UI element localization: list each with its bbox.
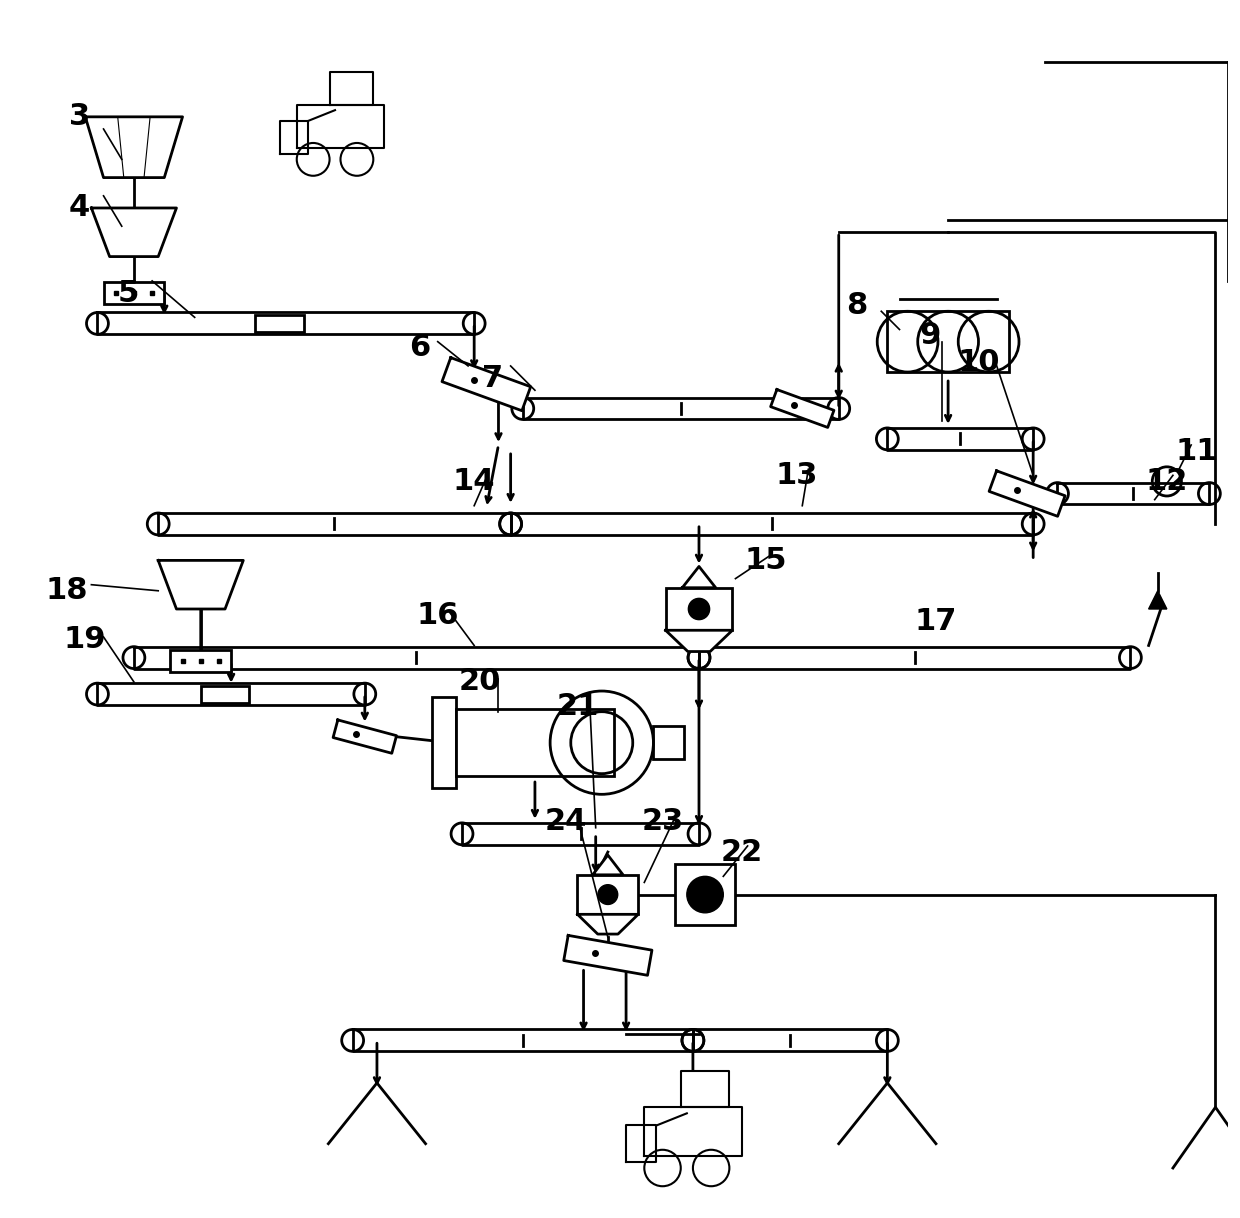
Circle shape	[598, 884, 618, 905]
Text: 13: 13	[775, 460, 817, 490]
Polygon shape	[626, 1125, 656, 1162]
Text: 9: 9	[919, 322, 941, 350]
Polygon shape	[86, 117, 182, 178]
Text: 8: 8	[847, 291, 868, 319]
Text: 20: 20	[459, 667, 501, 697]
Polygon shape	[159, 560, 243, 609]
Text: 19: 19	[64, 625, 107, 654]
Bar	[103, 283, 164, 304]
Bar	[432, 697, 456, 788]
Polygon shape	[334, 720, 397, 753]
Text: 21: 21	[557, 692, 599, 721]
Bar	[170, 650, 231, 672]
Polygon shape	[681, 1071, 729, 1107]
Bar	[653, 726, 683, 759]
Polygon shape	[441, 358, 531, 410]
Bar	[666, 588, 733, 630]
Polygon shape	[578, 915, 639, 934]
Bar	[255, 315, 304, 333]
Circle shape	[688, 598, 709, 620]
Polygon shape	[682, 566, 715, 588]
Text: 3: 3	[68, 102, 89, 132]
Text: 22: 22	[720, 838, 763, 866]
Text: 11: 11	[1176, 436, 1219, 465]
Text: 18: 18	[46, 576, 88, 605]
Bar	[578, 875, 639, 915]
Polygon shape	[280, 121, 308, 153]
Text: 23: 23	[641, 808, 683, 837]
Polygon shape	[1173, 1107, 1240, 1168]
Polygon shape	[92, 208, 176, 257]
Polygon shape	[645, 1107, 742, 1156]
Polygon shape	[838, 1083, 936, 1144]
Polygon shape	[593, 855, 622, 875]
Polygon shape	[564, 935, 652, 976]
Text: 10: 10	[957, 348, 999, 376]
Text: 5: 5	[118, 279, 139, 307]
Bar	[456, 709, 614, 776]
Circle shape	[687, 876, 723, 912]
Polygon shape	[330, 72, 373, 105]
Text: 12: 12	[1146, 466, 1188, 496]
Bar	[201, 686, 249, 703]
Polygon shape	[1148, 591, 1167, 609]
Text: 15: 15	[744, 546, 787, 575]
Polygon shape	[666, 630, 733, 652]
Text: 24: 24	[544, 808, 587, 837]
Polygon shape	[990, 471, 1065, 516]
Text: 14: 14	[453, 466, 496, 496]
Text: 4: 4	[68, 194, 89, 223]
Bar	[675, 865, 735, 924]
Text: 6: 6	[409, 334, 430, 362]
Text: 16: 16	[417, 600, 459, 630]
Polygon shape	[329, 1083, 425, 1144]
Bar	[888, 312, 1009, 371]
Text: 17: 17	[915, 607, 957, 636]
Text: 7: 7	[482, 364, 503, 392]
Polygon shape	[770, 390, 835, 428]
Polygon shape	[296, 105, 384, 149]
